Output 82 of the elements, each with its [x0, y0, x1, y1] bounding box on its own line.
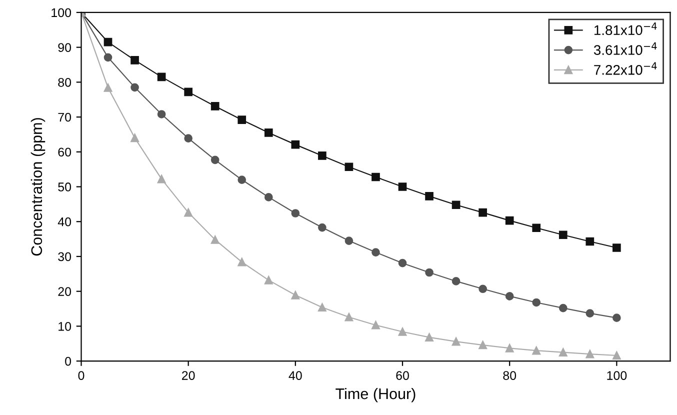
x-axis-title: Time (Hour): [336, 388, 416, 402]
point: [318, 152, 326, 160]
point: [586, 309, 594, 318]
point: [210, 236, 220, 244]
point: [210, 102, 220, 110]
y-tick-label: 60: [58, 148, 72, 157]
y-axis-title: Concentration (ppm): [30, 118, 46, 256]
point: [184, 134, 192, 142]
point: [532, 224, 541, 232]
point: [291, 209, 300, 218]
point: [157, 72, 166, 82]
point: [210, 156, 220, 164]
x-tick-label: 20: [182, 371, 195, 380]
point: [505, 216, 514, 225]
point: [318, 303, 326, 312]
point: [291, 140, 300, 149]
point: [344, 312, 354, 322]
x-tick-label: 60: [396, 371, 409, 380]
y-tick-label: 10: [58, 322, 72, 331]
x-tick-label: 100: [607, 371, 627, 380]
point: [157, 174, 166, 184]
point: [478, 340, 487, 350]
point: [318, 223, 326, 232]
point: [372, 320, 380, 330]
y-tick-label: 100: [52, 8, 72, 18]
y-tick-label: 80: [58, 78, 72, 87]
point: [184, 208, 192, 217]
point: [558, 230, 568, 240]
point: [398, 182, 407, 191]
point: [452, 277, 460, 286]
point: [612, 351, 621, 360]
point: [505, 292, 514, 300]
y-tick-label: 90: [58, 43, 72, 52]
x-tick-label: 80: [503, 371, 516, 380]
point: [130, 56, 139, 64]
point: [532, 298, 541, 307]
y-tick-label: 30: [58, 252, 72, 262]
point: [478, 284, 487, 294]
point: [238, 176, 246, 184]
point: [452, 200, 460, 210]
x-tick-label: 40: [288, 371, 302, 380]
y-tick-label: 50: [58, 182, 72, 192]
point: [184, 88, 192, 96]
point: [372, 248, 380, 256]
point: [104, 38, 112, 46]
legend-label: 1.81x10$^{−4}$: [594, 22, 657, 36]
point: [238, 258, 246, 266]
legend-label: 7.22x10$^{−4}$: [594, 62, 657, 75]
point: [130, 83, 139, 92]
point: [425, 333, 434, 342]
point: [558, 348, 568, 356]
point: [291, 291, 300, 300]
legend-label: 3.61x10$^{−4}$: [594, 42, 657, 55]
point: [612, 314, 621, 322]
y-tick-label: 20: [58, 287, 72, 296]
x-tick-label: 0: [78, 371, 84, 380]
point: [425, 268, 434, 277]
point: [264, 193, 273, 202]
point: [157, 110, 166, 118]
point: [398, 258, 407, 268]
point: [586, 350, 594, 358]
point: [264, 276, 273, 284]
point: [344, 236, 354, 245]
point: [452, 337, 460, 346]
point: [558, 304, 568, 312]
point: [532, 346, 541, 355]
point: [478, 208, 487, 217]
y-tick-label: 40: [58, 217, 72, 226]
point: [104, 84, 112, 92]
y-tick-label: 70: [58, 112, 72, 122]
point: [104, 53, 112, 62]
point: [344, 162, 354, 172]
point: [612, 244, 621, 252]
point: [264, 128, 273, 137]
point: [372, 172, 380, 182]
point: [586, 237, 594, 246]
y-tick-label: 0: [65, 356, 72, 366]
point: [398, 328, 407, 336]
point: [425, 192, 434, 200]
point: [238, 116, 246, 124]
point: [505, 344, 514, 352]
point: [130, 134, 139, 142]
